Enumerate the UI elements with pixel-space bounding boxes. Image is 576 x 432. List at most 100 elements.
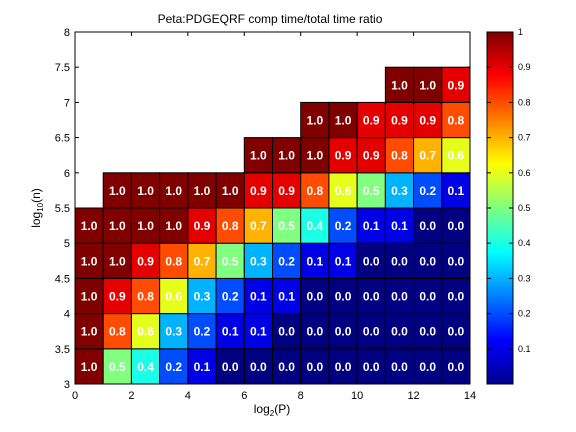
cell-value-label: 0.0 bbox=[335, 290, 352, 304]
x-axis-label: log2(P) bbox=[254, 402, 290, 418]
cell-value-label: 0.0 bbox=[419, 254, 436, 268]
heatmap-cell bbox=[243, 207, 274, 244]
colorbar-tick-label: 0.7 bbox=[518, 133, 531, 143]
x-tick-label: 14 bbox=[464, 390, 476, 402]
heatmap-cell bbox=[243, 277, 274, 315]
cell-value-label: 0.6 bbox=[165, 290, 182, 304]
colorbar-tick-label: 0.9 bbox=[518, 62, 531, 72]
heatmap-cell bbox=[102, 242, 132, 279]
heatmap-cell bbox=[159, 207, 189, 244]
heatmap-cell bbox=[441, 242, 471, 279]
cell-value-label: 0.1 bbox=[250, 325, 267, 339]
heatmap-cell bbox=[74, 348, 104, 385]
heatmap-cell bbox=[356, 207, 386, 244]
cell-value-label: 0.5 bbox=[0, 149, 9, 163]
cell-value-label: 0.0 bbox=[448, 219, 465, 233]
cell-value-label: 0.2 bbox=[278, 254, 295, 268]
cell-value-label: 0.8 bbox=[165, 254, 182, 268]
heatmap-cell bbox=[413, 101, 443, 139]
heatmap-cells bbox=[74, 66, 471, 385]
cell-value-label: 1.0 bbox=[81, 290, 98, 304]
cell-value-label: 0.2 bbox=[194, 325, 211, 339]
heatmap-cell bbox=[187, 313, 217, 350]
cell-value-label: 0.9 bbox=[419, 114, 436, 128]
cell-value-label: 0.7 bbox=[194, 254, 211, 268]
cell-value-label: 0.1 bbox=[194, 360, 211, 374]
cell-value-label: 0.9 bbox=[363, 114, 380, 128]
heatmap-cell bbox=[130, 207, 161, 244]
x-tick-label: 12 bbox=[407, 390, 419, 402]
cell-value-label: 0.0 bbox=[419, 325, 436, 339]
cell-value-label: 0.0 bbox=[391, 290, 408, 304]
heatmap-cell bbox=[130, 277, 161, 315]
x-axis-ticks: 0 2 4 6 8 10 12 14 bbox=[72, 32, 476, 402]
heatmap-cell bbox=[159, 313, 189, 350]
colorbar-tick-label: 0.1 bbox=[518, 344, 531, 354]
cell-value-label: 1.0 bbox=[250, 149, 267, 163]
heatmap-cell bbox=[272, 137, 302, 174]
x-tick-label: 6 bbox=[241, 390, 247, 402]
cell-value-label: 1.0 bbox=[419, 78, 436, 92]
heatmap-cell bbox=[413, 348, 443, 385]
cell-value-label: 0.0 bbox=[448, 325, 465, 339]
heatmap-cell bbox=[300, 137, 330, 174]
heatmap-cell bbox=[384, 137, 415, 174]
cell-value-label: 1.0 bbox=[165, 219, 182, 233]
heatmap-cell bbox=[130, 348, 161, 385]
x-tick-label: 4 bbox=[185, 390, 191, 402]
cell-value-label: 1.0 bbox=[306, 149, 323, 163]
heatmap-cell bbox=[328, 207, 358, 244]
heatmap-cell bbox=[413, 207, 443, 244]
heatmap-cell bbox=[130, 172, 161, 209]
heatmap-cell-labels: 1.0 0.5 0.4 0.2 0.1 0.0 0.0 0.0 0.0 0.0 0.0 0.0 0.0 0… bbox=[0, 78, 465, 374]
cell-value-label: 0.9 bbox=[109, 290, 126, 304]
cell-value-label: 0.0 bbox=[391, 254, 408, 268]
cell-value-label: 0.5 bbox=[222, 254, 239, 268]
heatmap-cell bbox=[328, 172, 358, 209]
heatmap-cell bbox=[272, 348, 302, 385]
cell-value-label: 0.3 bbox=[250, 254, 267, 268]
cell-value-label: 0.8 bbox=[448, 114, 465, 128]
y-tick-label: 7 bbox=[64, 97, 70, 109]
cell-value-label: 0.0 bbox=[448, 360, 465, 374]
cell-value-label: 0.4 bbox=[137, 360, 154, 374]
cell-value-label: 1.0 bbox=[109, 184, 126, 198]
cell-value-label: 1.0 bbox=[81, 219, 98, 233]
cell-value-label: 0.5 bbox=[109, 360, 126, 374]
cell-value-label: 0.1 bbox=[306, 254, 323, 268]
cell-value-label: 0.2 bbox=[335, 219, 352, 233]
cell-value-label: 1.0 bbox=[81, 254, 98, 268]
heatmap-cell bbox=[215, 242, 245, 279]
heatmap-cell bbox=[384, 348, 415, 385]
cell-value-label: 0.9 bbox=[250, 184, 267, 198]
cell-value-label: 0.0 bbox=[306, 325, 323, 339]
cell-value-label: 0.2 bbox=[419, 184, 436, 198]
cell-value-label: 1.0 bbox=[335, 114, 352, 128]
cell-value-label: 0.0 bbox=[419, 219, 436, 233]
heatmap-cell bbox=[384, 207, 415, 244]
colorbar-tick-label: 0.4 bbox=[518, 238, 531, 248]
cell-value-label: 0.0 bbox=[391, 325, 408, 339]
y-tick-label: 3.5 bbox=[55, 344, 70, 356]
cell-value-label: 0.8 bbox=[391, 149, 408, 163]
cell-value-label: 0.0 bbox=[448, 254, 465, 268]
cell-value-label: 0.5 bbox=[363, 184, 380, 198]
cell-value-label: 1.0 bbox=[109, 254, 126, 268]
cell-value-label: 0.0 bbox=[363, 290, 380, 304]
colorbar-tick-label: 1 bbox=[518, 27, 523, 37]
cell-value-label: 0.0 bbox=[419, 290, 436, 304]
cell-value-label: 0.3 bbox=[165, 325, 182, 339]
cell-value-label: 0.0 bbox=[278, 325, 295, 339]
chart-title: Peta:PDGEQRF comp time/total time ratio bbox=[158, 12, 383, 26]
heatmap-cell bbox=[74, 242, 104, 279]
cell-value-label: 0.1 bbox=[448, 184, 465, 198]
y-tick-label: 4 bbox=[64, 309, 70, 321]
cell-value-label: 0.4 bbox=[306, 219, 323, 233]
heatmap-cell bbox=[413, 66, 443, 103]
cell-value-label: 0.9 bbox=[391, 114, 408, 128]
heatmap-cell bbox=[356, 242, 386, 279]
cell-value-label: 1.0 bbox=[109, 219, 126, 233]
heatmap-cell bbox=[413, 137, 443, 174]
cell-value-label: 0.8 bbox=[306, 184, 323, 198]
cell-value-label: 0.0 bbox=[363, 360, 380, 374]
